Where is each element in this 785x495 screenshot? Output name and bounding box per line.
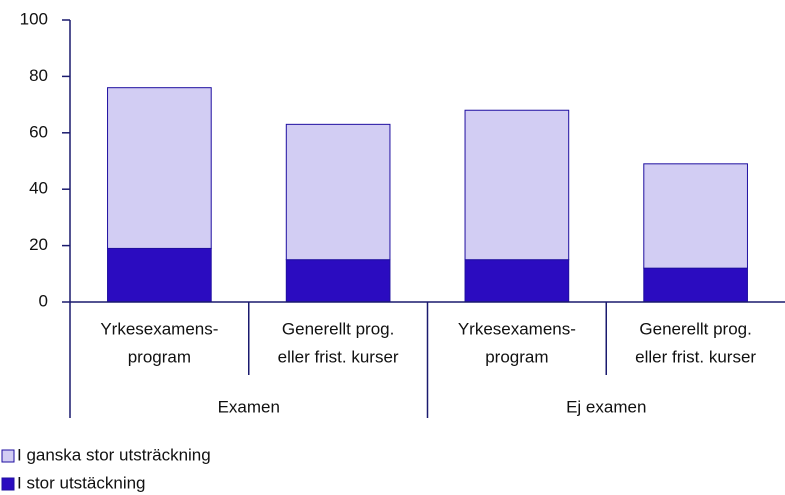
y-tick-label: 100	[20, 9, 48, 28]
y-tick-label: 40	[29, 179, 48, 198]
legend-swatch	[1, 449, 15, 463]
y-tick-label: 0	[39, 291, 48, 310]
legend-label: I stor utstäckning	[17, 473, 146, 492]
bar-segment	[285, 259, 391, 303]
x-tick-label: eller frist. kurser	[278, 347, 399, 366]
bar-segment	[285, 123, 391, 261]
bar-segment	[643, 163, 748, 269]
legend-swatch	[1, 477, 15, 491]
bar-segment	[643, 267, 748, 303]
x-tick-label: Yrkesexamens-	[458, 319, 576, 338]
bar-segment	[464, 259, 570, 303]
x-tick-label: Yrkesexamens-	[100, 319, 218, 338]
bar-segment	[107, 87, 212, 249]
x-tick-label: Generellt prog.	[282, 319, 394, 338]
group-label: Ej examen	[566, 397, 646, 416]
y-tick-label: 80	[29, 66, 48, 85]
x-tick-label: eller frist. kurser	[635, 347, 756, 366]
y-tick-label: 20	[29, 235, 48, 254]
bar-segment	[464, 109, 570, 261]
bar-segment	[107, 247, 212, 303]
x-tick-label: program	[128, 347, 191, 366]
x-tick-label: Generellt prog.	[639, 319, 751, 338]
x-tick-label: program	[485, 347, 548, 366]
legend-label: I ganska stor utsträckning	[17, 445, 211, 464]
y-tick-label: 60	[29, 122, 48, 141]
group-label: Examen	[218, 397, 280, 416]
